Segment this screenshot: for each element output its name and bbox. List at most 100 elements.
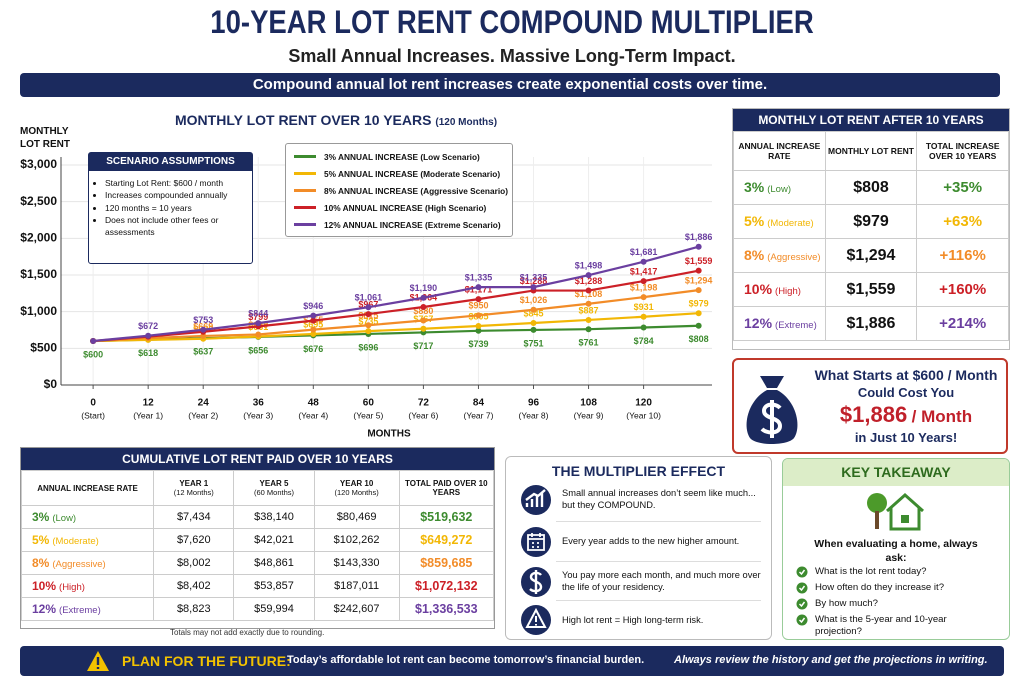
column-title: TOTAL PAID OVER 10 YEARS bbox=[405, 479, 488, 497]
house-outline bbox=[886, 492, 924, 531]
multiplier-title: THE MULTIPLIER EFFECT bbox=[551, 463, 726, 479]
data-label: $1,061 bbox=[355, 293, 383, 303]
y-tick-label: $1,500 bbox=[20, 267, 57, 281]
total-paid: $859,685 bbox=[398, 551, 495, 575]
data-label: $880 bbox=[413, 306, 433, 316]
x-tick-label: 24 bbox=[198, 398, 210, 409]
footer-label: PLAN FOR THE FUTURE: bbox=[122, 653, 291, 669]
data-point bbox=[585, 300, 592, 307]
data-label: $950 bbox=[468, 301, 488, 311]
legend-entry: 3% ANNUAL INCREASE (Low Scenario) bbox=[286, 148, 512, 165]
amount: $53,857 bbox=[233, 574, 315, 598]
x-tick-note: (Year 4) bbox=[298, 410, 328, 420]
monthly-rent: $808 bbox=[824, 170, 918, 205]
data-point bbox=[530, 326, 537, 333]
x-tick-note: (Year 6) bbox=[408, 410, 438, 420]
data-point bbox=[695, 310, 702, 317]
legend-label: 5% ANNUAL INCREASE (Moderate Scenario) bbox=[324, 168, 501, 179]
monthly-rent: $979 bbox=[824, 204, 918, 239]
rate: 3% bbox=[744, 178, 765, 195]
x-tick-note: (Year 5) bbox=[353, 410, 383, 420]
data-point bbox=[90, 338, 97, 344]
callout-unit: / Month bbox=[911, 407, 973, 426]
y-axis-title: MONTHLY LOT RENT bbox=[20, 126, 70, 150]
total-paid: $1,336,533 bbox=[398, 597, 495, 621]
y-tick-label: $2,000 bbox=[20, 231, 57, 245]
assumption: Starting Lot Rent: $600 / month bbox=[105, 177, 252, 189]
rate-tag: (High) bbox=[59, 582, 85, 593]
data-point bbox=[420, 325, 427, 332]
check-icons bbox=[796, 566, 808, 626]
page-subtitle: Small Annual Increases. Massive Long-Ter… bbox=[288, 46, 736, 66]
data-label: $845 bbox=[523, 308, 543, 318]
rate: 10% bbox=[744, 280, 773, 297]
amount: $8,402 bbox=[153, 574, 235, 598]
data-point bbox=[640, 294, 647, 301]
rate-tag: (Extreme) bbox=[59, 605, 101, 616]
rate-tag: (High) bbox=[775, 285, 801, 297]
data-label: $739 bbox=[468, 339, 488, 349]
data-point bbox=[420, 294, 427, 301]
data-point bbox=[310, 331, 317, 338]
table-row: 10% (High) $1,559 +160% bbox=[733, 272, 1009, 307]
data-point bbox=[365, 322, 372, 329]
series-line bbox=[93, 312, 699, 343]
rate-tag: (Aggressive) bbox=[52, 559, 106, 570]
data-point bbox=[695, 267, 702, 274]
x-tick-note: (Year 2) bbox=[188, 410, 218, 420]
data-point bbox=[255, 331, 262, 338]
footer-warning-icon bbox=[87, 651, 109, 671]
separator bbox=[556, 561, 761, 562]
assumptions-box: SCENARIO ASSUMPTIONS Starting Lot Rent: … bbox=[88, 152, 253, 264]
rate-tag: (Moderate) bbox=[767, 217, 814, 229]
x-tick-note: (Year 7) bbox=[463, 410, 493, 420]
footer-note: Always review the history and get the pr… bbox=[674, 654, 988, 666]
series-line bbox=[93, 269, 699, 343]
x-tick-label: 0 bbox=[90, 398, 96, 409]
legend-label: 3% ANNUAL INCREASE (Low Scenario) bbox=[324, 151, 480, 162]
assumptions-list: Starting Lot Rent: $600 / month Increase… bbox=[89, 177, 252, 239]
column-header: YEAR 5 (60 Months) bbox=[233, 470, 315, 506]
y-tick-label: $3,000 bbox=[20, 157, 57, 171]
data-label: $695 bbox=[303, 319, 323, 329]
data-label: $931 bbox=[634, 302, 654, 312]
column-header: YEAR 1 (12 Months) bbox=[153, 470, 235, 506]
cumulative-note: Totals may not add exactly due to roundi… bbox=[170, 628, 325, 637]
data-point bbox=[475, 312, 482, 319]
data-label: $1,559 bbox=[685, 256, 713, 266]
amount: $8,002 bbox=[153, 551, 235, 575]
after-10-table: ANNUAL INCREASE RATE MONTHLY LOT RENT TOTA… bbox=[733, 131, 1009, 341]
x-tick-label: 48 bbox=[308, 398, 320, 409]
callout-line2: Could Cost You bbox=[857, 385, 955, 400]
x-tick-label: 60 bbox=[363, 398, 375, 409]
growth-icon bbox=[525, 489, 546, 507]
amount: $38,140 bbox=[233, 505, 315, 529]
data-point bbox=[145, 332, 152, 339]
column-title: YEAR 10 bbox=[339, 479, 374, 488]
house-icon bbox=[867, 492, 924, 531]
data-label: $600 bbox=[83, 349, 103, 359]
icon-circle bbox=[521, 527, 551, 557]
legend-entry: 10% ANNUAL INCREASE (High Scenario) bbox=[286, 199, 512, 216]
amount: $59,994 bbox=[233, 597, 315, 621]
data-label: $946 bbox=[303, 301, 323, 311]
data-point bbox=[585, 272, 592, 279]
total-increase: +214% bbox=[916, 306, 1009, 341]
takeaway-item: What is the 5-year and 10-year projectio… bbox=[815, 614, 947, 637]
column-note: (60 Months) bbox=[253, 488, 295, 497]
x-tick-note: (Year 1) bbox=[133, 410, 163, 420]
table-row: 3% (Low) $7,434 $38,140 $80,469 $519,632 bbox=[20, 505, 495, 529]
table-row: 10% (High) $8,402 $53,857 $187,011 $1,072,132 bbox=[20, 574, 495, 598]
table-row: 8% (Aggressive) $1,294 +116% bbox=[733, 238, 1009, 273]
data-label: $669 bbox=[193, 321, 213, 331]
legend-entry: 8% ANNUAL INCREASE (Aggressive Scenario) bbox=[286, 182, 512, 199]
cumulative-table: ANNUAL INCREASE RATE YEAR 1 (12 Months) YEA… bbox=[20, 470, 495, 621]
series-line bbox=[93, 289, 699, 343]
rate-cell: 5% (Moderate) bbox=[20, 528, 155, 552]
data-label: $1,335 bbox=[465, 272, 493, 282]
multiplier-item: High lot rent = High long-term risk. bbox=[562, 615, 704, 625]
data-label: $751 bbox=[523, 338, 543, 348]
column-header: MONTHLY LOT RENT bbox=[824, 131, 918, 171]
callout-amount: $1,886 bbox=[839, 402, 908, 427]
data-point bbox=[585, 287, 592, 294]
